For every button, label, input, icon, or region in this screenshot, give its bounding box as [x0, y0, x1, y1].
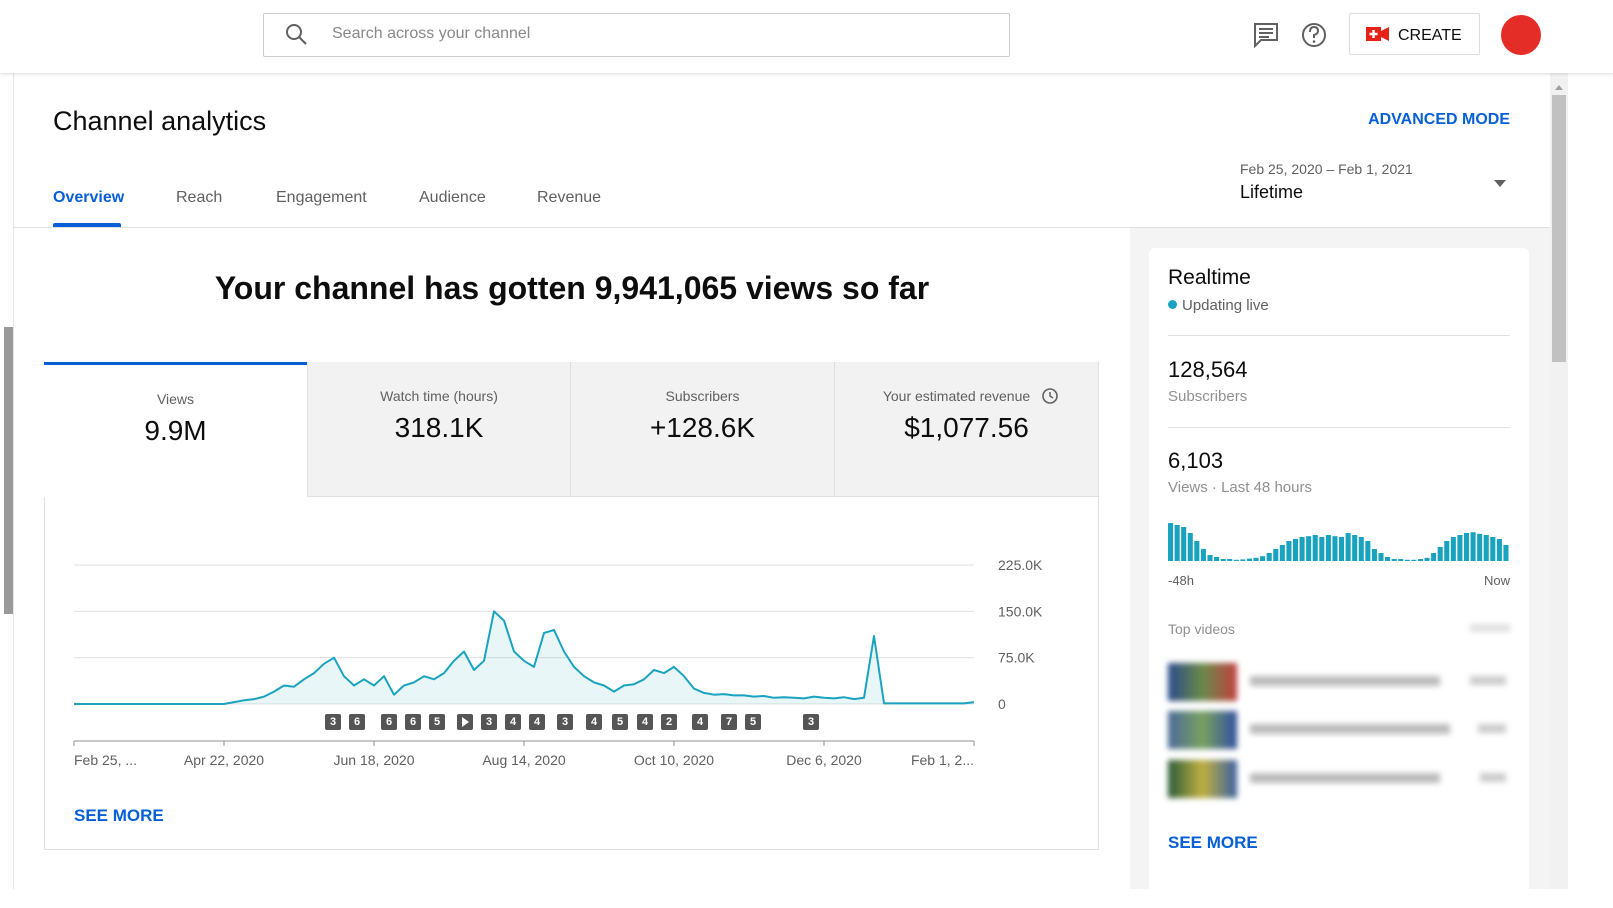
- metric-label: Watch time (hours): [380, 388, 498, 404]
- top-videos-label: Top videos: [1168, 621, 1235, 637]
- tab[interactable]: Overview: [53, 189, 125, 206]
- top-bar: [0, 0, 1613, 73]
- video-views: [1480, 773, 1506, 782]
- video-marker[interactable]: 7: [721, 714, 737, 730]
- metric-tab[interactable]: Your estimated revenue $1,077.56: [835, 362, 1099, 497]
- realtime-see-more[interactable]: SEE MORE: [1168, 833, 1258, 852]
- metric-value: +128.6K: [649, 412, 756, 443]
- realtime-title: Realtime: [1168, 266, 1251, 289]
- divider: [1168, 427, 1510, 428]
- video-marker[interactable]: 3: [325, 714, 341, 730]
- video-marker[interactable]: 4: [637, 714, 653, 730]
- views-label: Views · Last 48 hours: [1168, 479, 1312, 496]
- video-marker-play[interactable]: [457, 714, 473, 730]
- video-marker[interactable]: 4: [505, 714, 521, 730]
- date-range: Feb 25, 2020 – Feb 1, 2021: [1240, 161, 1413, 177]
- video-marker[interactable]: 5: [612, 714, 628, 730]
- page: Channel analytics { "header": {"search_p…: [0, 0, 1613, 889]
- metric-tab[interactable]: Views 9.9M: [44, 362, 308, 497]
- video-marker[interactable]: 5: [745, 714, 761, 730]
- bars-end: Now: [1483, 573, 1510, 588]
- search-placeholder: Search across your channel: [332, 25, 531, 42]
- page-title: Channel analytics: [53, 106, 267, 136]
- search-box[interactable]: [263, 13, 1010, 57]
- tab-underline: [53, 223, 121, 227]
- tab[interactable]: Revenue: [537, 189, 602, 206]
- metric-value: 318.1K: [394, 412, 484, 443]
- metric-tab[interactable]: Watch time (hours) 318.1K: [307, 362, 571, 497]
- video-marker[interactable]: 4: [529, 714, 545, 730]
- headline: Your channel has gotten 9,941,065 views …: [214, 270, 930, 306]
- create-label: CREATE: [1398, 27, 1462, 44]
- period[interactable]: Lifetime: [1240, 182, 1304, 202]
- video-marker[interactable]: 6: [349, 714, 365, 730]
- video-marker[interactable]: 6: [381, 714, 397, 730]
- metric-label: Subscribers: [665, 388, 740, 404]
- tabs-divider: [14, 227, 1550, 228]
- tab[interactable]: Audience: [419, 189, 486, 206]
- views-count: 6,103: [1168, 448, 1224, 473]
- subscriber-label: Subscribers: [1168, 388, 1248, 405]
- video-title: [1250, 724, 1450, 734]
- metric-value: $1,077.56: [904, 412, 1029, 443]
- video-title: [1250, 676, 1440, 686]
- thumbnail: [1168, 711, 1237, 749]
- video-marker[interactable]: 4: [586, 714, 602, 730]
- video-marker[interactable]: 3: [803, 714, 819, 730]
- advanced-mode[interactable]: ADVANCED MODE: [1368, 111, 1510, 128]
- scrollbar-thumb[interactable]: [1552, 95, 1566, 362]
- youtube-studio: Search across your channel CREATE Channe…: [0, 0, 1613, 889]
- video-marker[interactable]: 6: [405, 714, 421, 730]
- video-marker[interactable]: 3: [481, 714, 497, 730]
- realtime-status: Updating live: [1182, 297, 1269, 314]
- divider: [1168, 335, 1510, 336]
- left-scrollbar: [4, 327, 13, 614]
- thumbnail: [1168, 760, 1237, 798]
- metric-value: 9.9M: [144, 415, 207, 446]
- realtime-card: [1149, 248, 1529, 908]
- live-dot: [1168, 300, 1177, 309]
- views-header: [1470, 624, 1510, 632]
- video-marker[interactable]: 5: [429, 714, 445, 730]
- metric-label: Views: [156, 391, 195, 407]
- video-marker[interactable]: 3: [557, 714, 573, 730]
- bars-start: -48h: [1168, 573, 1195, 588]
- video-views: [1470, 676, 1506, 685]
- video-title: [1250, 773, 1440, 783]
- metric-label: Your estimated revenue: [882, 388, 1031, 404]
- create-button[interactable]: [1349, 13, 1480, 55]
- tab[interactable]: Engagement: [276, 189, 367, 206]
- tab[interactable]: Reach: [176, 189, 223, 206]
- subscriber-count: 128,564: [1168, 357, 1248, 382]
- play-icon: [462, 717, 469, 727]
- video-views: [1478, 724, 1506, 733]
- dropdown-caret[interactable]: [1494, 180, 1506, 187]
- video-marker[interactable]: 2: [661, 714, 677, 730]
- see-more[interactable]: SEE MORE: [74, 806, 164, 825]
- metric-tab[interactable]: Subscribers +128.6K: [571, 362, 835, 497]
- video-marker[interactable]: 4: [692, 714, 708, 730]
- left-border: [13, 73, 14, 889]
- thumbnail: [1168, 663, 1237, 701]
